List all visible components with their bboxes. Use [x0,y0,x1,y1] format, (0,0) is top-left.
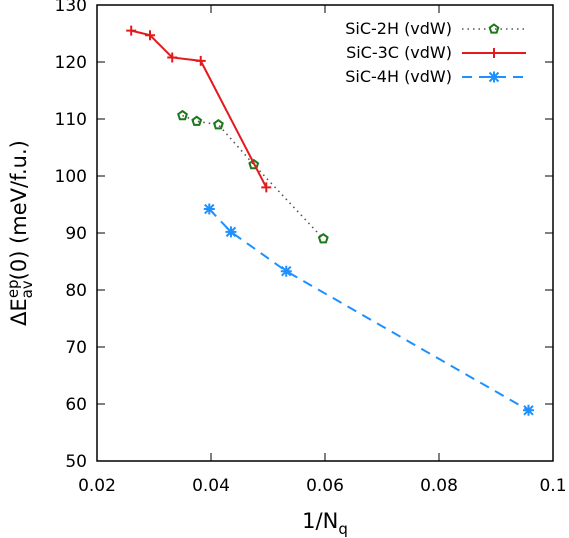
y-tick-label: 60 [65,395,87,415]
y-tick-label: 120 [55,53,87,73]
legend: SiC-2H (vdW) SiC-3C (vdW) SiC-4H (vdW) [345,19,526,86]
data-point [261,182,272,193]
series-line [130,29,268,188]
y-axis-title: ΔEepav(0) (meV/f.u.) [4,140,36,326]
y-tick-label: 70 [65,338,87,358]
legend-marker [488,23,500,34]
x-tick-label: 0.1 [539,476,566,496]
y-tick-label: 80 [65,281,87,301]
series-layer [126,25,534,416]
data-point [195,55,206,66]
y-tick-label: 130 [55,0,87,16]
series-line [182,114,324,240]
data-point [280,265,292,277]
y-tick-label: 110 [55,110,87,130]
legend-label: SiC-4H (vdW) [345,67,452,86]
x-tick-label: 0.08 [420,476,458,496]
plot-frame [96,4,554,462]
legend-label: SiC-2H (vdW) [345,19,452,38]
y-tick-label: 50 [65,452,87,472]
series-3 [203,203,534,416]
data-point [203,203,215,215]
data-point [145,30,156,41]
data-point [317,232,329,244]
data-point [191,115,203,126]
series-2 [126,25,272,193]
series-line [208,208,529,412]
legend-marker [488,71,500,83]
data-point [167,52,178,63]
x-tick-label: 0.04 [192,476,230,496]
x-axis-title: 1/Nq [302,509,348,538]
x-tick-label: 0.06 [306,476,344,496]
data-point [225,226,237,238]
legend-marker [489,48,499,58]
y-tick-label: 90 [65,224,87,244]
data-point [126,25,137,36]
x-tick-label: 0.02 [78,476,116,496]
data-point [212,118,224,130]
data-point [248,158,260,170]
legend-label: SiC-3C (vdW) [346,43,452,62]
series-1 [177,109,329,244]
data-point [522,404,534,416]
data-point [177,109,188,121]
axis-ticks: 0.02 0.04 0.06 0.08 0.1 50 60 70 80 90 100 110 120 13… [55,0,567,496]
y-tick-label: 100 [55,167,87,187]
